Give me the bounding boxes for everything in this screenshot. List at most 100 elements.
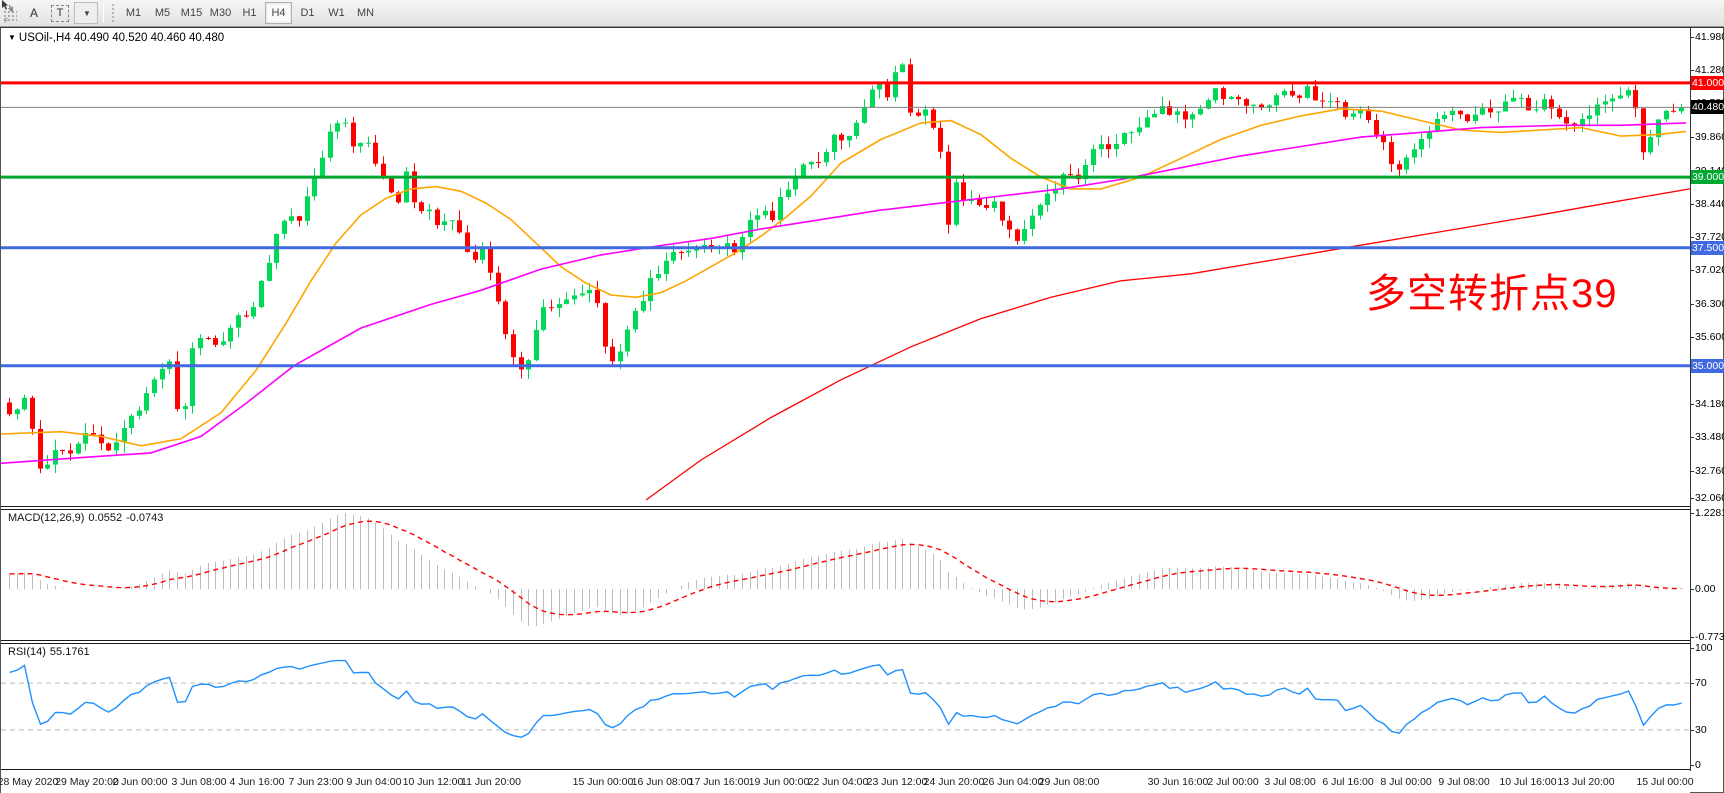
macd-signal-line (9, 520, 1682, 616)
price-badge-40.480: 40.480 (1691, 100, 1724, 115)
rsi-axis-label: 30 (1695, 723, 1707, 736)
time-axis-label: 13 Jul 20:00 (1557, 776, 1615, 788)
price-badge-37.500: 37.500 (1691, 240, 1724, 255)
price-axis-label: 38.440 (1695, 197, 1724, 210)
time-axis-label: 24 Jun 20:00 (923, 776, 985, 788)
panel-separator[interactable] (1, 506, 1690, 510)
time-axis[interactable]: 28 May 2020 29 May 20:00 2 Jun 00:00 3 Jun … (0, 771, 1694, 793)
annotation-text: 多空转折点39 (1366, 272, 1618, 316)
text-box-icon: T (51, 4, 69, 22)
macd-histogram (9, 513, 1682, 626)
price-axis-label: 41.280 (1695, 63, 1724, 76)
timeframe-mn-button[interactable]: MN (352, 2, 379, 24)
price-tick (1690, 270, 1694, 272)
timeframe-w1-button[interactable]: W1 (323, 2, 350, 24)
macd-axis-label: 0.00 (1695, 583, 1716, 596)
price-tick (1690, 203, 1694, 205)
price-badge-39.000: 39.000 (1691, 170, 1724, 185)
price-tick (1690, 498, 1694, 499)
rsi-tick (1690, 683, 1694, 685)
time-axis-label: 30 Jun 16:00 (1147, 776, 1209, 788)
rsi-tick (1690, 648, 1694, 649)
price-tick (1690, 69, 1694, 71)
timeframe-m5-button[interactable]: M5 (149, 2, 176, 24)
time-axis-label: 2 Jun 00:00 (112, 776, 168, 788)
rsi-panel[interactable]: RSI(14) 55.1761 (1, 644, 1690, 769)
macd-axis-label: -0.7738 (1695, 631, 1724, 643)
time-axis-label: 11 Jun 20:00 (461, 776, 521, 788)
rsi-axis-label: 100 (1695, 642, 1713, 654)
chevron-down-icon: ▼ (83, 8, 91, 18)
rsi-name: RSI(14) (8, 646, 46, 658)
drag-dots-icon (3, 10, 17, 22)
price-badge-41.000: 41.000 (1691, 75, 1724, 90)
price-axis-label: 32.760 (1695, 465, 1724, 478)
main-chart-panel[interactable]: ▼ USOil-,H4 40.490 40.520 40.460 40.480 多… (1, 29, 1690, 506)
price-tick (1690, 136, 1694, 138)
time-axis-label: 3 Jun 08:00 (171, 776, 227, 788)
rsi-tick (1690, 729, 1694, 731)
candlestick-chart[interactable] (1, 29, 1690, 506)
time-axis-label: 29 Jun 08:00 (1038, 776, 1100, 788)
price-tick (1690, 36, 1694, 38)
macd-value-signal: -0.0743 (126, 512, 164, 524)
price-tick (1690, 437, 1694, 439)
timeframe-h1-button[interactable]: H1 (236, 2, 263, 24)
macd-tick (1690, 589, 1694, 591)
time-axis-label: 10 Jul 16:00 (1499, 776, 1557, 788)
ma-slow-red (645, 188, 1690, 501)
timeframe-group-handle-icon[interactable] (111, 3, 116, 23)
panel-separator[interactable] (1, 640, 1690, 644)
chart-symbol-dropdown-icon[interactable]: ▼ (8, 33, 16, 42)
arrow-objects-tool-button[interactable]: ▼ (2, 0, 98, 24)
time-axis-label: 23 Jun 12:00 (866, 776, 928, 788)
price-axis-label: 37.720 (1695, 231, 1724, 244)
price-tick (1690, 404, 1694, 406)
rsi-line (9, 659, 1682, 739)
timeframe-m1-button[interactable]: M1 (120, 2, 147, 24)
toolbar-f-label: F (4, 18, 9, 25)
toolbar-drag-handle-icon[interactable]: F (3, 4, 21, 25)
timeframe-m15-button[interactable]: M15 (178, 2, 205, 24)
price-tick (1690, 471, 1694, 473)
time-axis-label: 15 Jun 00:00 (572, 776, 634, 788)
toolbar: F A T ▼ M1 M5 M15 M30 H1 H4 D1 W1 MN (0, 0, 1724, 27)
text-label-tool-button[interactable]: A (22, 2, 46, 24)
price-axis-label: 33.480 (1695, 431, 1724, 444)
macd-value-main: 0.0552 (88, 512, 123, 524)
macd-panel[interactable]: MACD(12,26,9) 0.0552 -0.0743 (1, 510, 1690, 640)
macd-name: MACD(12,26,9) (8, 512, 85, 524)
macd-chart[interactable] (1, 510, 1690, 640)
macd-axis-label: 1.2281 (1695, 507, 1724, 519)
time-axis-label: 10 Jun 12:00 (402, 776, 464, 788)
text-box-tool-button[interactable]: T (48, 2, 72, 24)
timeframe-m30-button[interactable]: M30 (207, 2, 234, 24)
rsi-axis-label: 70 (1695, 677, 1707, 690)
time-axis-label: 19 Jun 00:00 (748, 776, 810, 788)
price-axis-label: 34.180 (1695, 398, 1724, 411)
ma-fast-orange (1, 107, 1687, 447)
price-tick (1690, 337, 1694, 339)
rsi-tick (1690, 765, 1694, 766)
rsi-value: 55.1761 (49, 646, 90, 658)
arrow-cursor-icon (2, 0, 13, 13)
chart-header-text: USOil-,H4 40.490 40.520 40.460 40.480 (18, 32, 225, 44)
time-axis-label: 2 Jul 00:00 (1207, 776, 1259, 788)
chart-title: ▼ USOil-,H4 40.490 40.520 40.460 40.480 (8, 32, 224, 44)
time-axis-label: 9 Jun 04:00 (346, 776, 402, 788)
time-axis-label: 8 Jul 00:00 (1380, 776, 1432, 788)
price-axis-label: 39.860 (1695, 130, 1724, 143)
timeframe-d1-button[interactable]: D1 (294, 2, 321, 24)
price-axis-divider (1690, 28, 1691, 771)
macd-label: MACD(12,26,9) 0.0552 -0.0743 (8, 512, 167, 524)
time-axis-label: 6 Jul 16:00 (1322, 776, 1374, 788)
price-axis-label: 36.300 (1695, 298, 1724, 311)
timeframe-h4-button[interactable]: H4 (265, 2, 292, 24)
price-axis-label: 35.600 (1695, 331, 1724, 344)
rsi-label: RSI(14) 55.1761 (8, 646, 94, 658)
time-axis-label: 4 Jun 16:00 (229, 776, 285, 788)
rsi-chart[interactable] (1, 644, 1690, 769)
ma-mid-magenta (1, 122, 1687, 465)
panel-separator (1, 769, 1690, 771)
toolbar-separator (103, 3, 104, 23)
